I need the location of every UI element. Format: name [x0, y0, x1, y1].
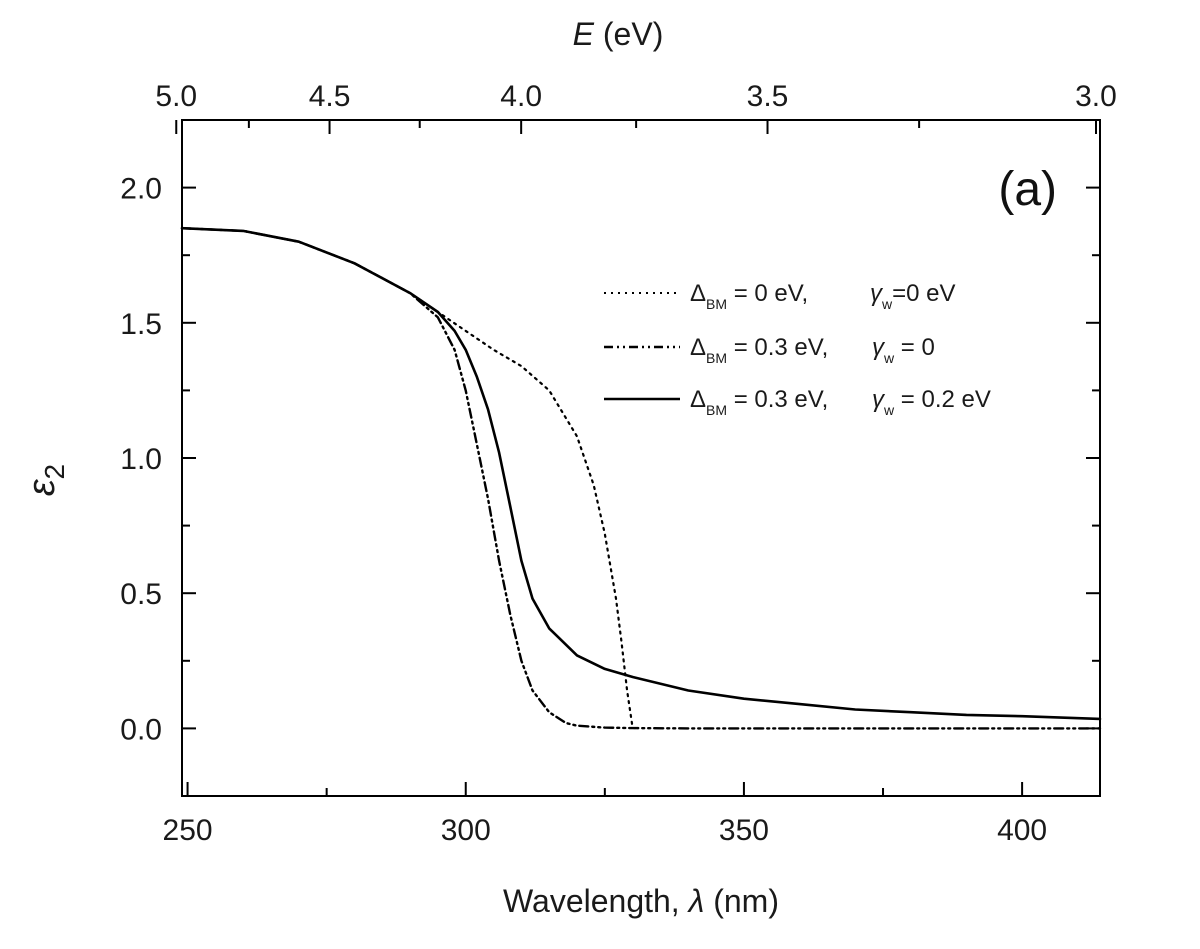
- top-x-axis-title: E (eV): [573, 16, 664, 52]
- series-line-dotted: [180, 227, 634, 730]
- plot-area-frame: [181, 119, 1101, 797]
- y-tick-label: 0.0: [120, 713, 162, 746]
- series-line-solid: [180, 226, 1102, 721]
- series-line-dash-dot-dot: [180, 226, 1102, 730]
- y-tick-label: 1.5: [120, 308, 162, 341]
- y-tick-label: 1.0: [120, 443, 162, 476]
- panel-label: (a): [998, 163, 1057, 216]
- top-x-tick-label: 3.0: [1075, 80, 1117, 113]
- y-tick-label: 2.0: [120, 173, 162, 206]
- top-x-tick-label: 4.0: [500, 80, 542, 113]
- x-tick-label: 350: [719, 814, 769, 847]
- x-tick-label: 300: [441, 814, 491, 847]
- legend: ΔBM = 0 eV, γw=0 eV ΔBM = 0.3 eV, γw = 0 Δ…: [604, 280, 991, 418]
- x-tick-label: 400: [997, 814, 1047, 847]
- top-x-tick-label: 3.5: [747, 80, 789, 113]
- series-lines: [180, 226, 1102, 730]
- y-axis-title: ε2: [21, 464, 70, 496]
- legend-label-series-3: ΔBM = 0.3 eV, γw = 0.2 eV: [690, 386, 991, 418]
- y-tick-label: 0.5: [120, 578, 162, 611]
- legend-label-series-1: ΔBM = 0 eV, γw=0 eV: [690, 280, 956, 312]
- top-x-tick-label: 4.5: [309, 80, 351, 113]
- legend-label-series-2: ΔBM = 0.3 eV, γw = 0: [690, 334, 935, 366]
- top-x-tick-label: 5.0: [155, 80, 197, 113]
- x-axis-title: Wavelength, λ (nm): [503, 883, 779, 919]
- axis-ticks: 250 300 350 400 0.0 0.5 1.0 1.5 2.0 5.0 4.5 4.0 3.5 3…: [120, 80, 1117, 847]
- x-tick-label: 250: [163, 814, 213, 847]
